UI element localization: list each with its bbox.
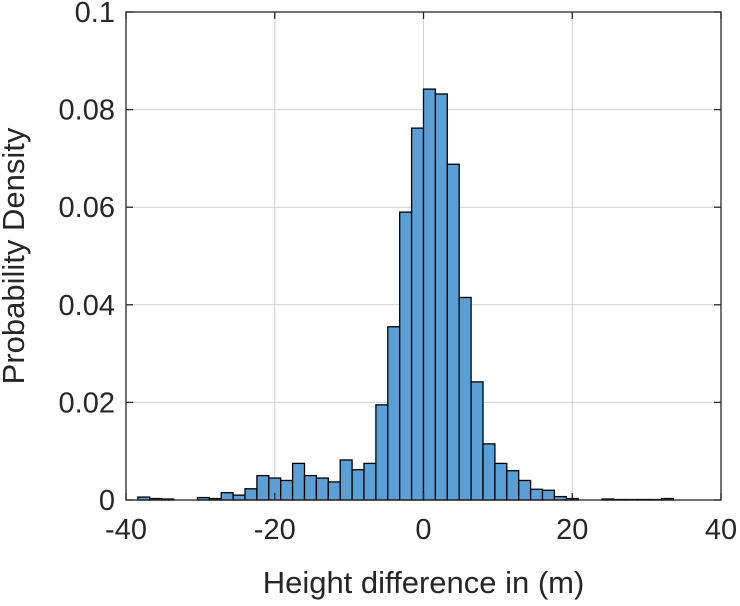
x-tick-label-2: 0	[415, 514, 431, 546]
histogram-bar-8	[232, 494, 246, 501]
y-tick-label-2: 0.04	[59, 290, 115, 322]
y-tick-label-1: 0.02	[59, 387, 115, 419]
histogram-bar-29	[482, 443, 496, 501]
histogram-bar-19	[363, 462, 377, 501]
histogram-bar-27	[458, 296, 472, 501]
histogram-bar-28	[470, 381, 484, 501]
x-tick-label-3: 20	[556, 514, 588, 546]
histogram-bar-17	[339, 459, 353, 501]
histogram-bar-18	[351, 469, 365, 501]
histogram-bar-20	[375, 404, 389, 501]
x-axis-label: Height difference in (m)	[263, 565, 585, 600]
histogram-bar-26	[446, 163, 460, 501]
histogram-bar-32	[518, 479, 532, 501]
histogram-bar-23	[410, 127, 425, 501]
histogram-bar-33	[529, 488, 544, 501]
x-tick-labels: -40 -20 0 20 40	[105, 514, 737, 546]
y-tick-label-5: 0.1	[75, 0, 115, 29]
histogram-bar-14	[303, 474, 318, 501]
histogram-bar-21	[387, 326, 401, 501]
y-axis-label: Probability Density	[0, 127, 31, 384]
y-tick-labels: 0 0.02 0.04 0.06 0.08 0.1	[59, 0, 115, 517]
histogram-bar-16	[327, 481, 341, 501]
x-tick-label-4: 40	[705, 514, 737, 546]
histogram-bars	[137, 88, 675, 501]
x-tick-label-1: -20	[254, 514, 296, 546]
y-tick-label-3: 0.06	[59, 192, 115, 224]
histogram-bar-34	[541, 489, 556, 501]
histogram-bar-12	[280, 479, 294, 501]
histogram-bar-7	[220, 492, 234, 501]
histogram-bar-30	[494, 462, 508, 501]
histogram-bar-13	[291, 462, 306, 501]
histogram-bar-15	[315, 477, 329, 501]
histogram-bar-9	[244, 488, 258, 501]
x-tick-label-0: -40	[105, 514, 147, 546]
histogram-bar-24	[422, 88, 437, 501]
histogram-bar-31	[506, 470, 520, 501]
histogram-bar-25	[434, 93, 448, 501]
y-tick-label-4: 0.08	[59, 95, 115, 127]
y-tick-label-0: 0	[99, 485, 115, 517]
tick-marks	[125, 11, 722, 501]
histogram-bar-10	[256, 474, 270, 501]
histogram-bar-22	[399, 211, 413, 501]
